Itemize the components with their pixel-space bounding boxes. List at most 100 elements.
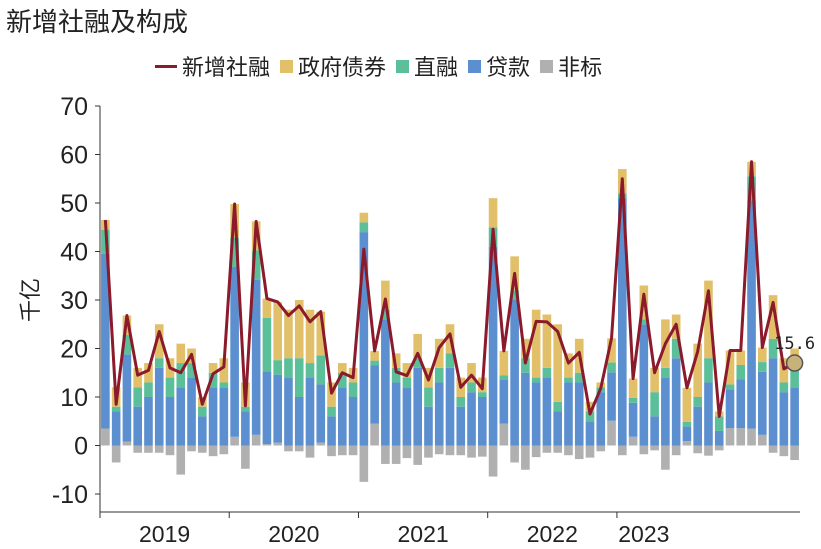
- bar-贷款: [531, 382, 541, 446]
- bar-政府债券: [413, 333, 422, 359]
- bar-贷款: [165, 397, 175, 446]
- bar-政府债券: [154, 324, 164, 359]
- bar-政府债券: [208, 363, 218, 373]
- bar-非标: [327, 445, 336, 457]
- bar-直融: [294, 358, 304, 397]
- bar-直融: [111, 406, 121, 412]
- bar-贷款: [553, 411, 562, 446]
- bar-非标: [488, 445, 498, 477]
- bar-贷款: [381, 319, 390, 446]
- bar-非标: [661, 445, 670, 470]
- bar-直融: [198, 406, 207, 417]
- bar-贷款: [187, 377, 196, 446]
- bar-贷款: [510, 300, 519, 446]
- bar-非标: [542, 445, 552, 453]
- bar-贷款: [564, 382, 573, 446]
- bar-非标: [736, 428, 746, 446]
- bar-直融: [273, 360, 282, 375]
- bar-政府债券: [553, 324, 562, 402]
- y-tick-label: 40: [60, 239, 88, 267]
- bar-直融: [779, 382, 789, 393]
- bar-非标: [434, 445, 444, 455]
- bar-直融: [714, 416, 724, 431]
- legend-label: 新增社融: [182, 56, 271, 81]
- bar-非标: [251, 434, 261, 446]
- bar-贷款: [133, 406, 142, 446]
- bar-政府债券: [284, 309, 293, 359]
- bar-非标: [348, 445, 358, 456]
- bar-非标: [456, 445, 466, 456]
- bar-贷款: [714, 430, 724, 446]
- bar-贷款: [650, 416, 659, 446]
- bar-贷款: [198, 416, 207, 446]
- bar-直融: [758, 362, 767, 372]
- bar-直融: [434, 367, 444, 383]
- bar-贷款: [413, 367, 422, 446]
- legend: 新增社融 政府债券 直融 贷款 非标: [155, 50, 612, 82]
- bar-非标: [391, 445, 401, 464]
- bar-政府债券: [370, 350, 379, 361]
- bar-政府债券: [521, 338, 530, 359]
- bar-非标: [424, 445, 433, 458]
- bar-政府债券: [499, 350, 509, 376]
- bar-非标: [111, 445, 121, 463]
- bar-直融: [650, 392, 659, 417]
- bar-直融: [521, 358, 530, 373]
- bar-贷款: [359, 232, 369, 446]
- bar-贷款: [725, 389, 735, 429]
- legend-label: 贷款: [486, 56, 531, 81]
- bar-贷款: [327, 416, 336, 446]
- bar-贷款: [682, 426, 692, 442]
- bar-非标: [596, 445, 606, 452]
- x-tick-label: 2023: [618, 521, 669, 547]
- bar-贷款: [542, 377, 552, 446]
- y-tick-label: -10: [52, 481, 88, 509]
- bar-政府债券: [467, 363, 476, 383]
- bar-直融: [736, 364, 746, 380]
- bar-非标: [316, 442, 326, 446]
- bar-直融: [510, 290, 519, 300]
- bar-政府债券: [219, 358, 229, 383]
- bar-非标: [294, 445, 304, 452]
- bar-非标: [122, 441, 132, 446]
- bar-贷款: [747, 200, 756, 429]
- bar-非标: [650, 445, 659, 451]
- bar-政府债券: [682, 387, 692, 422]
- bar-非标: [682, 441, 692, 446]
- bar-非标: [359, 445, 369, 482]
- bar-贷款: [101, 253, 110, 429]
- bar-直融: [456, 397, 466, 407]
- bar-非标: [639, 445, 649, 455]
- bar-政府债券: [488, 198, 498, 228]
- bar-直融: [424, 387, 433, 407]
- bar-政府债券: [758, 347, 767, 363]
- bar-政府债券: [564, 353, 573, 378]
- bar-直融: [747, 176, 756, 201]
- bar-政府债券: [359, 212, 369, 223]
- bar-非标: [241, 445, 250, 469]
- bar-贷款: [693, 406, 702, 446]
- bar-非标: [521, 445, 530, 470]
- bar-贷款: [251, 279, 261, 435]
- bar-非标: [413, 445, 422, 465]
- bar-政府债券: [768, 295, 778, 339]
- legend-label: 政府债券: [298, 56, 387, 81]
- bar-非标: [618, 445, 627, 456]
- bar-直融: [381, 309, 390, 320]
- bar-非标: [628, 436, 638, 446]
- bar-直融: [478, 392, 487, 397]
- bar-非标: [284, 445, 293, 452]
- bar-直融: [671, 338, 681, 359]
- bar-贷款: [294, 397, 304, 446]
- bar-贷款: [273, 374, 282, 443]
- bar-政府债券: [262, 298, 272, 318]
- bar-非标: [499, 423, 509, 446]
- bar-非标: [144, 445, 153, 453]
- bar-直融: [574, 372, 584, 383]
- legend-label: 直融: [414, 56, 459, 81]
- bar-贷款: [736, 379, 746, 429]
- chart-title: 新增社融及构成: [6, 8, 189, 38]
- bar-直融: [607, 362, 616, 373]
- bar-直融: [176, 363, 186, 388]
